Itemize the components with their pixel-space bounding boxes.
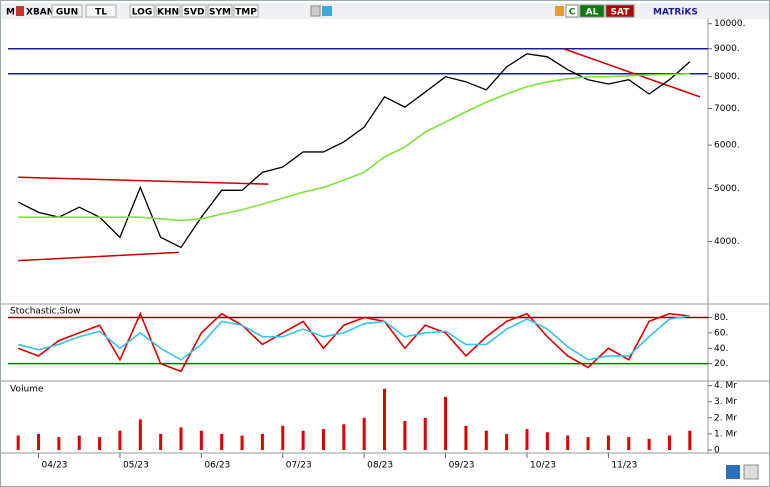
x-tick-label: 09/23 <box>449 461 475 471</box>
volume-bar <box>240 435 244 450</box>
toolbar-button[interactable] <box>579 4 605 18</box>
y-tick-label: 7000. <box>714 104 740 114</box>
series-line <box>17 315 690 361</box>
y-tick-label: 8000. <box>714 72 740 82</box>
volume-bar <box>37 433 41 450</box>
volume-bar <box>403 421 407 450</box>
y-tick-label: 0 <box>714 446 720 456</box>
x-tick-label: 11/23 <box>611 461 637 471</box>
y-tick-label: 6000. <box>714 141 740 151</box>
series-line <box>17 311 690 373</box>
toolbar-button-label: C <box>569 8 576 18</box>
volume-bar <box>138 419 142 450</box>
volume-bar <box>281 425 285 450</box>
toolbar-button-label: AL <box>586 8 599 18</box>
y-tick-label: 3. Mr <box>714 397 737 407</box>
trend-line <box>563 48 701 98</box>
toolbar-button-label: LOG <box>132 8 152 18</box>
volume-bar <box>57 437 61 450</box>
volume-bar <box>383 388 387 450</box>
volume-bar <box>98 437 102 450</box>
icon <box>16 6 24 16</box>
toolbar-button[interactable] <box>565 4 579 18</box>
edit-icon[interactable] <box>555 6 564 16</box>
toolbar-button[interactable] <box>85 4 117 18</box>
volume-bar <box>260 433 264 450</box>
toolbar-button[interactable] <box>233 4 259 18</box>
x-tick-label: 06/23 <box>204 461 230 471</box>
volume-bar <box>586 437 590 450</box>
twitter-icon[interactable] <box>322 6 332 16</box>
volume-bar <box>118 430 122 450</box>
toolbar-button-label: SYM <box>209 8 231 18</box>
series-line <box>18 72 690 222</box>
logo: M <box>6 8 15 18</box>
volume-bar <box>627 437 631 450</box>
x-tick-label: 05/23 <box>123 461 149 471</box>
refresh-button[interactable] <box>726 465 740 479</box>
volume-bar <box>667 435 671 450</box>
volume-bar <box>647 438 651 450</box>
y-tick-label: 4. Mr <box>714 381 737 391</box>
y-tick-label: 4000. <box>714 237 740 247</box>
volume-bar <box>525 429 529 450</box>
volume-bar <box>220 433 224 450</box>
volume-bar <box>179 427 183 450</box>
y-tick-label: 1. Mr <box>714 429 737 439</box>
volume-bar <box>342 424 346 450</box>
volume-bar <box>321 429 325 450</box>
toolbar-button[interactable] <box>129 4 155 18</box>
volume-bar <box>199 430 203 450</box>
volume-bar <box>688 430 692 450</box>
toolbar-button[interactable] <box>181 4 207 18</box>
volume-bar <box>606 435 610 450</box>
y-tick-label: 80. <box>714 313 728 323</box>
volume-bar <box>16 435 20 450</box>
toolbar-button-label: TMP <box>235 8 257 18</box>
y-tick-label: 20. <box>714 359 728 369</box>
y-tick-label: 2. Mr <box>714 413 737 423</box>
volume-bar <box>423 417 427 450</box>
toolbar-button-label: TL <box>95 8 107 18</box>
volume-bar <box>159 433 163 450</box>
trend-line <box>18 176 269 185</box>
y-tick-label: 9000. <box>714 44 740 54</box>
volume-bar <box>566 435 570 450</box>
toolbar-button[interactable] <box>605 4 635 18</box>
scroll-button[interactable] <box>743 464 759 480</box>
toolbar-button[interactable] <box>207 4 233 18</box>
toolbar-button[interactable] <box>155 4 181 18</box>
x-tick-label: 04/23 <box>42 461 68 471</box>
toolbar-button-label: SAT <box>611 8 631 18</box>
y-tick-label: 5000. <box>714 184 740 194</box>
volume-bar <box>505 433 509 450</box>
panel-title: Volume <box>10 385 44 395</box>
toolbar-button-label: GUN <box>56 8 78 18</box>
volume-bar <box>301 430 305 450</box>
volume-bar <box>484 430 488 450</box>
brand: MATRiKS <box>653 8 698 18</box>
x-tick-label: 07/23 <box>286 461 312 471</box>
toolbar-button-label: SVD <box>184 8 205 18</box>
volume-bar <box>77 435 81 450</box>
trend-line <box>18 251 180 262</box>
series-line <box>17 53 691 249</box>
dropdown[interactable] <box>310 5 321 17</box>
x-tick-label: 10/23 <box>530 461 556 471</box>
volume-bar <box>464 425 468 450</box>
symbol[interactable]: XBANK <box>26 8 62 18</box>
y-tick-label: 40. <box>714 344 728 354</box>
y-tick-label: 60. <box>714 328 728 338</box>
x-tick-label: 08/23 <box>367 461 393 471</box>
y-tick-label: 10000. <box>714 19 746 29</box>
toolbar-button-label: KHN <box>157 8 179 18</box>
volume-bar <box>444 396 448 450</box>
volume-bar <box>545 432 549 450</box>
panel-title: Stochastic,Slow <box>10 307 81 317</box>
toolbar-button[interactable] <box>51 4 83 18</box>
volume-bar <box>362 417 366 450</box>
